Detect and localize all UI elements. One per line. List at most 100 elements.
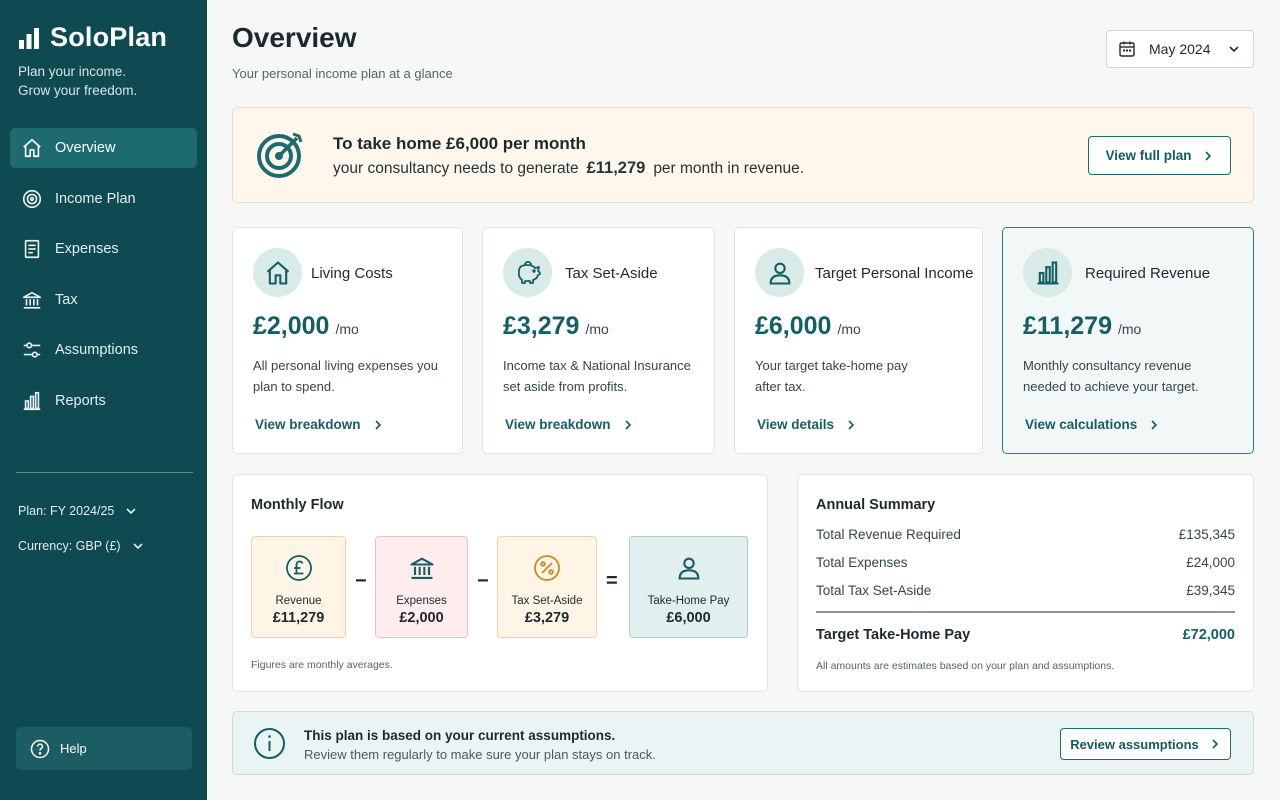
sidebar: SoloPlan Plan your income. Grow your fre… <box>0 0 207 800</box>
sidebar-item-tax[interactable]: Tax <box>10 280 197 320</box>
user-icon <box>678 557 699 580</box>
view-breakdown-link[interactable]: View breakdown <box>255 417 383 432</box>
card-link-label: View breakdown <box>255 417 361 432</box>
tagline-line-1: Plan your income. <box>18 64 127 79</box>
page-subtitle: Your personal income plan at a glance <box>232 66 453 81</box>
summary-value: £39,345 <box>1186 583 1235 598</box>
bank-icon <box>22 291 42 309</box>
card-description: Income tax & National Insurance set asid… <box>503 358 691 394</box>
banner-detail-suffix: per month in revenue. <box>653 160 805 177</box>
card-amount-value: £3,279 <box>503 312 580 340</box>
review-assumptions-label: Review assumptions <box>1070 736 1199 752</box>
sidebar-item-label: Overview <box>55 140 116 156</box>
sidebar-item-assumptions[interactable]: Assumptions <box>10 330 197 370</box>
percent-icon <box>534 555 560 581</box>
view-breakdown-link[interactable]: View breakdown <box>505 417 633 432</box>
card-amount-unit: /mo <box>335 321 359 337</box>
sidebar-divider <box>16 472 193 473</box>
flow-tax-set-aside: Tax Set-Aside £3,279 <box>497 536 597 638</box>
logo-bars-icon <box>19 27 39 49</box>
flow-value: £3,279 <box>524 610 570 626</box>
assumptions-notice-title: This plan is based on your current assum… <box>304 728 616 743</box>
banner-revenue-amount: £11,279 <box>586 159 646 177</box>
chevron-right-icon <box>624 419 631 430</box>
card-icon-wrap <box>755 248 804 297</box>
piggy-bank-icon <box>517 260 541 284</box>
summary-row: Total Tax Set-Aside £39,345 <box>816 583 1235 598</box>
annual-summary-title: Annual Summary <box>816 497 936 513</box>
sidebar-item-label: Assumptions <box>55 342 139 358</box>
living-costs-card: Living Costs £2,000/mo All personal livi… <box>232 227 463 454</box>
view-details-link[interactable]: View details <box>757 417 856 432</box>
tax-set-aside-card: Tax Set-Aside £3,279/mo Income tax & Nat… <box>482 227 715 454</box>
minus-operator: − <box>477 570 489 592</box>
pound-icon <box>285 555 312 581</box>
sidebar-item-overview[interactable]: Overview <box>10 128 197 168</box>
chevron-down-icon <box>133 543 143 550</box>
info-icon <box>254 728 285 759</box>
annual-summary-panel: Annual Summary Total Revenue Required £1… <box>797 474 1254 692</box>
card-description: Your target take-home pay after tax. <box>755 358 908 394</box>
calendar-icon <box>1119 41 1135 57</box>
card-icon-wrap <box>1023 248 1072 297</box>
page-title: Overview <box>232 22 357 53</box>
card-title: Tax Set-Aside <box>565 265 658 282</box>
card-amount-unit: /mo <box>585 321 609 337</box>
view-full-plan-button[interactable]: View full plan <box>1088 136 1231 175</box>
card-amount-value: £6,000 <box>755 312 832 340</box>
sidebar-item-label: Reports <box>55 392 106 409</box>
card-amount-unit: /mo <box>837 321 861 337</box>
sidebar-item-expenses[interactable]: Expenses <box>10 229 197 269</box>
currency-select-value: Currency: GBP (£) <box>18 539 121 553</box>
app-logo[interactable]: SoloPlan <box>18 22 167 53</box>
sidebar-item-income-plan[interactable]: Income Plan <box>10 179 197 219</box>
tagline-line-2: Grow your freedom. <box>18 83 138 98</box>
summary-label: Total Tax Set-Aside <box>816 583 932 598</box>
review-assumptions-button[interactable]: Review assumptions <box>1060 728 1231 760</box>
card-title: Living Costs <box>311 265 393 282</box>
card-title: Required Revenue <box>1085 265 1211 282</box>
flow-label: Expenses <box>396 595 447 607</box>
summary-row: Total Expenses £24,000 <box>816 555 1235 570</box>
flow-revenue: Revenue £11,279 <box>251 536 346 638</box>
banner-headline: To take home £6,000 per month <box>333 134 586 153</box>
required-revenue-card: Required Revenue £11,279/mo Monthly cons… <box>1002 227 1254 454</box>
home-icon <box>266 260 289 285</box>
banner-detail-prefix: your consultancy needs to generate <box>333 160 579 177</box>
summary-value: £24,000 <box>1186 555 1235 570</box>
card-description: Monthly consultancy revenue needed to ac… <box>1023 358 1199 394</box>
card-link-label: View calculations <box>1025 417 1138 432</box>
plan-select[interactable]: Plan: FY 2024/25 <box>18 504 138 518</box>
sidebar-item-label: Expenses <box>55 241 119 257</box>
view-calculations-link[interactable]: View calculations <box>1025 417 1159 432</box>
goal-banner: To take home £6,000 per month your consu… <box>232 107 1254 203</box>
flow-take-home-pay: Take-Home Pay £6,000 <box>629 536 748 638</box>
assumptions-notice: This plan is based on your current assum… <box>232 711 1254 775</box>
card-amount: £3,279/mo <box>503 312 609 341</box>
receipt-icon <box>24 239 40 259</box>
view-full-plan-label: View full plan <box>1105 148 1192 163</box>
flow-value: £6,000 <box>666 610 711 626</box>
bar-chart-icon <box>23 391 41 410</box>
chevron-right-icon <box>1151 419 1158 430</box>
help-button[interactable]: Help <box>16 727 192 770</box>
summary-row: Total Revenue Required £135,345 <box>816 527 1235 542</box>
equals-operator: = <box>606 570 618 592</box>
card-amount-value: £11,279 <box>1023 312 1112 340</box>
currency-select[interactable]: Currency: GBP (£) <box>18 539 145 553</box>
sidebar-nav: Overview Income Plan Expenses Tax Assump… <box>10 128 197 431</box>
month-select[interactable]: May 2024 <box>1106 30 1254 68</box>
flow-label: Take-Home Pay <box>647 595 730 607</box>
card-link-label: View breakdown <box>505 417 611 432</box>
app-name: SoloPlan <box>50 22 168 52</box>
sidebar-item-label: Income Plan <box>55 190 136 207</box>
banner-detail: your consultancy needs to generate £11,2… <box>333 159 804 178</box>
chevron-right-icon <box>1212 739 1218 749</box>
sidebar-item-reports[interactable]: Reports <box>10 381 197 421</box>
sidebar-item-label: Tax <box>55 291 78 308</box>
minus-operator: − <box>355 570 367 592</box>
target-personal-income-card: Target Personal Income £6,000/mo Your ta… <box>734 227 983 454</box>
card-amount: £6,000/mo <box>755 312 861 341</box>
chevron-down-icon <box>1229 46 1239 53</box>
monthly-flow-panel: Monthly Flow Revenue £11,279 − Expenses … <box>232 474 768 692</box>
